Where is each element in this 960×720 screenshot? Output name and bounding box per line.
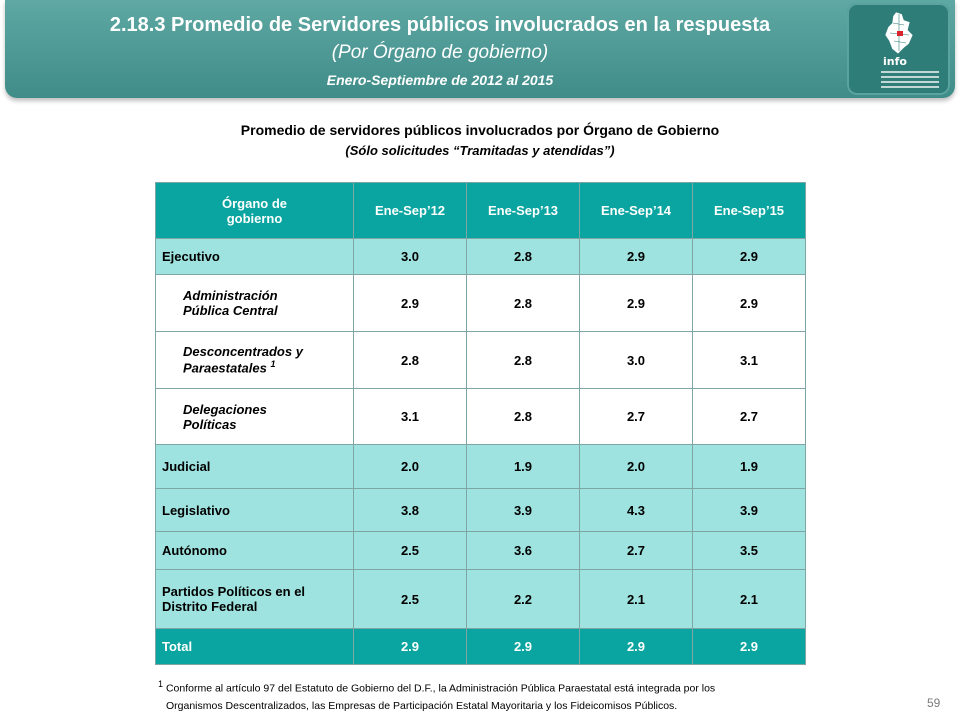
- table-row: Legislativo 3.8 3.9 4.3 3.9: [155, 488, 806, 532]
- table-cell: 2.2: [466, 569, 580, 629]
- table-cell: 2.9: [466, 628, 580, 665]
- row-label-line1: Desconcentrados y: [183, 344, 303, 360]
- table-cell: 4.3: [579, 488, 693, 532]
- table-cell: 2.0: [579, 444, 693, 489]
- table-cell: 2.9: [692, 238, 806, 275]
- table-cell: 3.1: [353, 388, 467, 445]
- table-caption: Promedio de servidores públicos involucr…: [240, 122, 720, 138]
- table-row: Administración Pública Central 2.9 2.8 2.…: [155, 274, 806, 332]
- table-cell: 1.9: [466, 444, 580, 489]
- col-header-2013: Ene-Sep’13: [466, 182, 580, 239]
- table-cell: 2.9: [353, 628, 467, 665]
- mexico-city-map-icon: [884, 11, 914, 55]
- table-cell: 2.5: [353, 569, 467, 629]
- footnote-mark: 1: [158, 679, 164, 689]
- page-title: 2.18.3 Promedio de Servidores públicos i…: [109, 14, 771, 36]
- table-cell: 3.9: [692, 488, 806, 532]
- col-header-organo-line1: Órgano de: [221, 195, 287, 211]
- table-cell: 3.8: [353, 488, 467, 532]
- footnote-line1: 1 Conforme al artículo 97 del Estatuto d…: [158, 676, 715, 698]
- table-cell: 2.9: [579, 274, 693, 332]
- info-logo: info: [847, 3, 950, 95]
- table-cell: 3.5: [692, 531, 806, 570]
- logo-text: info: [883, 55, 907, 68]
- row-label: Partidos Políticos en el Distrito Federal: [155, 569, 354, 629]
- table-cell: 2.9: [579, 628, 693, 665]
- footnote: 1 Conforme al artículo 97 del Estatuto d…: [158, 676, 715, 715]
- col-header-2014: Ene-Sep’14: [579, 182, 693, 239]
- row-label-line1: Delegaciones: [183, 401, 267, 417]
- table-cell: 2.9: [353, 274, 467, 332]
- table-cell: 2.9: [579, 238, 693, 275]
- col-header-organo-line2: gobierno: [226, 210, 283, 226]
- logo-tagline: [881, 71, 939, 91]
- table-header-row: Órgano de gobierno Ene-Sep’12 Ene-Sep’13…: [155, 182, 806, 239]
- table-cell: 2.8: [466, 238, 580, 275]
- table-row: Delegaciones Políticas 3.1 2.8 2.7 2.7: [155, 388, 806, 445]
- table-row: Ejecutivo 3.0 2.8 2.9 2.9: [155, 238, 806, 275]
- table-row: Desconcentrados y Paraestatales 1 2.8 2.8…: [155, 331, 806, 389]
- row-label-line2: Distrito Federal: [162, 599, 258, 614]
- table-cell: 2.5: [353, 531, 467, 570]
- row-label: Legislativo: [155, 488, 354, 532]
- page-number: 59: [927, 696, 941, 710]
- table-cell: 2.7: [579, 388, 693, 445]
- row-label: Judicial: [155, 444, 354, 489]
- footnote-text1: Conforme al artículo 97 del Estatuto de …: [165, 682, 716, 695]
- row-label-line2: Pública Central: [183, 303, 278, 318]
- col-header-2012: Ene-Sep’12: [353, 182, 467, 239]
- table-cell: 3.9: [466, 488, 580, 532]
- table-cell: 2.9: [692, 628, 806, 665]
- servers-table: Órgano de gobierno Ene-Sep’12 Ene-Sep’13…: [155, 182, 806, 665]
- table-cell: 2.1: [579, 569, 693, 629]
- period-label: Enero-Septiembre de 2012 al 2015: [326, 72, 554, 88]
- col-header-organo: Órgano de gobierno: [155, 182, 354, 239]
- table-row: Partidos Políticos en el Distrito Federal…: [155, 569, 806, 629]
- table-cell: 1.9: [692, 444, 806, 489]
- table-caption-note: (Sólo solicitudes “Tramitadas y atendida…: [345, 143, 615, 158]
- table-cell: 2.1: [692, 569, 806, 629]
- row-label: Administración Pública Central: [155, 274, 354, 332]
- table-cell: 2.0: [353, 444, 467, 489]
- footnote-line2: Organismos Descentralizados, las Empresa…: [166, 699, 678, 712]
- table-row: Autónomo 2.5 3.6 2.7 3.5: [155, 531, 806, 570]
- row-label: Delegaciones Políticas: [155, 388, 354, 445]
- table-cell: 2.8: [353, 331, 467, 389]
- table-cell: 2.7: [692, 388, 806, 445]
- table-cell: 3.0: [353, 238, 467, 275]
- header-banner: 2.18.3 Promedio de Servidores públicos i…: [5, 0, 955, 98]
- table-cell: 2.7: [579, 531, 693, 570]
- row-label-line2: Paraestatales: [183, 360, 267, 376]
- row-label: Autónomo: [155, 531, 354, 570]
- row-label: Total: [155, 628, 354, 665]
- page-subtitle: (Por Órgano de gobierno): [331, 42, 549, 63]
- row-label-line1: Administración: [183, 288, 278, 303]
- table-cell: 2.8: [466, 388, 580, 445]
- table-cell: 3.1: [692, 331, 806, 389]
- row-label-line1: Partidos Políticos en el: [162, 584, 306, 599]
- total-row: Total 2.9 2.9 2.9 2.9: [155, 628, 806, 665]
- table-cell: 2.8: [466, 331, 580, 389]
- table-cell: 3.6: [466, 531, 580, 570]
- footnote-marker: 1: [270, 359, 276, 370]
- table-cell: 2.8: [466, 274, 580, 332]
- table-row: Judicial 2.0 1.9 2.0 1.9: [155, 444, 806, 489]
- table-cell: 3.0: [579, 331, 693, 389]
- row-label: Desconcentrados y Paraestatales 1: [155, 331, 354, 389]
- row-label-line2: Políticas: [183, 416, 237, 432]
- col-header-2015: Ene-Sep’15: [692, 182, 806, 239]
- row-label: Ejecutivo: [155, 238, 354, 275]
- table-cell: 2.9: [692, 274, 806, 332]
